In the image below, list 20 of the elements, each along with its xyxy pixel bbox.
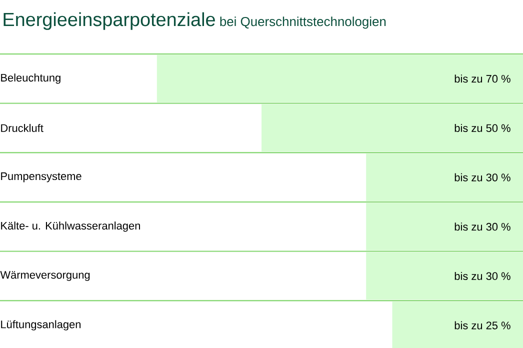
bar <box>366 154 523 201</box>
data-label: bis zu 25 % <box>454 321 510 330</box>
y-tick-label: Druckluft <box>1 124 44 132</box>
bar <box>156 54 523 102</box>
chart-subtitle: bei Querschnittstechnologien <box>220 16 386 29</box>
data-label: bis zu 70 % <box>454 74 510 83</box>
data-label: bis zu 30 % <box>454 272 510 280</box>
bar <box>392 302 523 348</box>
chart-title: Energieeinsparpotenziale <box>4 12 215 30</box>
y-tick-label: Wärmeversorgung <box>0 271 90 281</box>
data-label: bis zu 50 % <box>454 124 510 132</box>
y-tick-label: Lüftungsanlagen <box>1 320 81 330</box>
bar <box>262 104 523 152</box>
data-label: bis zu 30 % <box>454 173 510 182</box>
y-tick-label: Pumpensysteme <box>1 172 82 182</box>
bar <box>366 252 523 300</box>
data-label: bis zu 30 % <box>454 222 510 231</box>
y-tick-label: Kälte- u. Kühlwasseranlagen <box>1 222 140 232</box>
bar <box>366 202 523 250</box>
y-tick-label: Beleuchtung <box>1 74 60 84</box>
